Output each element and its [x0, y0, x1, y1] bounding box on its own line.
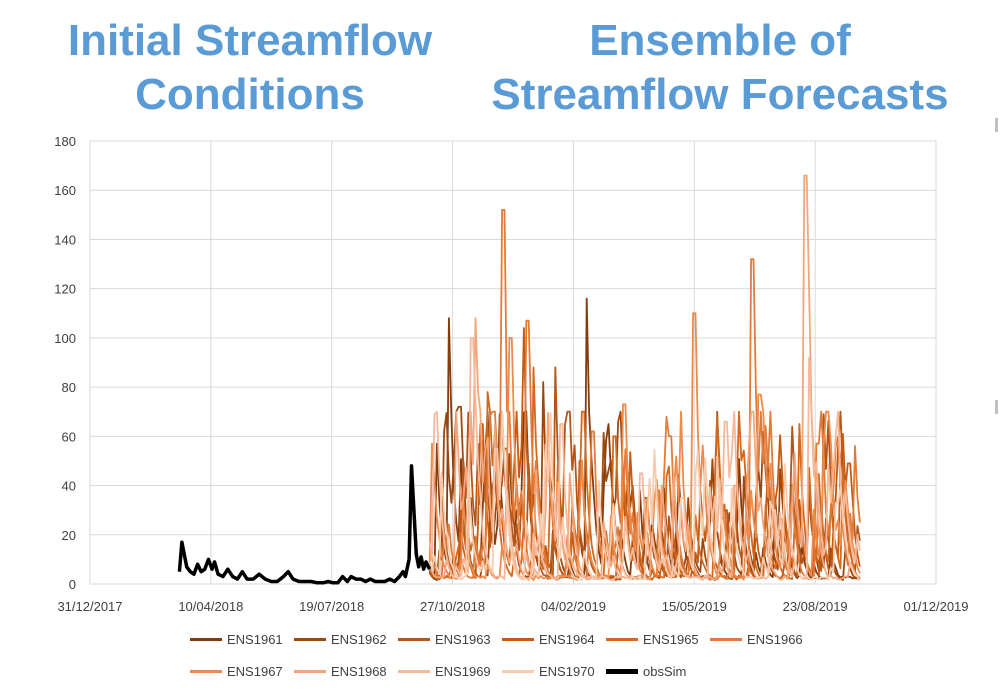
legend-label: ENS1970 — [539, 663, 595, 679]
x-tick-label: 01/12/2019 — [903, 599, 968, 614]
chart-legend: ENS1961 ENS1962 ENS1963 ENS1964 ENS1965 ENS19… — [190, 628, 890, 682]
series-group — [177, 174, 861, 585]
legend-swatch — [398, 637, 430, 641]
legend-item-ens1965: ENS1965 — [606, 628, 710, 650]
title-initial-conditions: Initial Streamflow Conditions — [67, 16, 433, 119]
legend-item-ens1961: ENS1961 — [190, 628, 294, 650]
legend-swatch — [502, 669, 534, 673]
y-axis-ticks: 0 20 40 60 80 100 120 140 160 180 — [54, 134, 76, 592]
x-tick-label: 31/12/2017 — [57, 599, 122, 614]
edge-mark-top — [995, 118, 998, 132]
y-tick-label: 60 — [62, 429, 76, 444]
y-tick-label: 160 — [54, 183, 76, 198]
x-axis-ticks: 31/12/2017 10/04/2018 19/07/2018 27/10/2018… — [57, 599, 968, 614]
legend-item-ens1964: ENS1964 — [502, 628, 606, 650]
legend-label: ENS1966 — [747, 631, 803, 647]
legend-label: obsSim — [643, 663, 687, 679]
legend-item-ens1970: ENS1970 — [502, 660, 606, 682]
x-tick-label: 04/02/2019 — [541, 599, 606, 614]
x-tick-label: 27/10/2018 — [420, 599, 485, 614]
y-tick-label: 80 — [62, 380, 76, 395]
legend-swatch — [606, 668, 638, 674]
legend-label: ENS1963 — [435, 631, 491, 647]
series-line-ens1969 — [428, 336, 861, 582]
y-tick-label: 0 — [69, 577, 76, 592]
legend-swatch — [502, 637, 534, 641]
gridlines — [90, 140, 936, 585]
legend-label: ENS1967 — [227, 663, 283, 679]
legend-label: ENS1968 — [331, 663, 387, 679]
y-tick-label: 40 — [62, 479, 76, 494]
legend-label: ENS1969 — [435, 663, 491, 679]
legend-swatch — [398, 669, 430, 673]
edge-mark-bottom — [995, 400, 998, 414]
y-tick-label: 140 — [54, 232, 76, 247]
y-tick-label: 180 — [54, 134, 76, 149]
legend-swatch — [294, 637, 326, 641]
series-line-ens1970 — [428, 410, 861, 581]
legend-item-ens1967: ENS1967 — [190, 660, 294, 682]
legend-swatch — [606, 637, 638, 641]
series-line-obssim — [177, 464, 432, 585]
legend-swatch — [190, 669, 222, 673]
legend-swatch — [710, 637, 742, 641]
legend-item-ens1963: ENS1963 — [398, 628, 502, 650]
legend-item-ens1966: ENS1966 — [710, 628, 814, 650]
legend-label: ENS1962 — [331, 631, 387, 647]
legend-item-obssim: obsSim — [606, 660, 710, 682]
series-line-ens1967 — [428, 312, 861, 581]
x-tick-label: 10/04/2018 — [178, 599, 243, 614]
x-tick-label: 23/08/2019 — [783, 599, 848, 614]
legend-swatch — [190, 637, 222, 641]
y-tick-label: 120 — [54, 282, 76, 297]
legend-item-ens1968: ENS1968 — [294, 660, 398, 682]
legend-item-ens1962: ENS1962 — [294, 628, 398, 650]
legend-label: ENS1961 — [227, 631, 283, 647]
legend-swatch — [294, 669, 326, 673]
y-tick-label: 100 — [54, 331, 76, 346]
y-tick-label: 20 — [62, 528, 76, 543]
title-ensemble-forecasts: Ensemble of Streamflow Forecasts — [491, 16, 949, 119]
x-tick-label: 15/05/2019 — [662, 599, 727, 614]
legend-label: ENS1964 — [539, 631, 595, 647]
legend-label: ENS1965 — [643, 631, 699, 647]
x-tick-label: 19/07/2018 — [299, 599, 364, 614]
legend-item-ens1969: ENS1969 — [398, 660, 502, 682]
